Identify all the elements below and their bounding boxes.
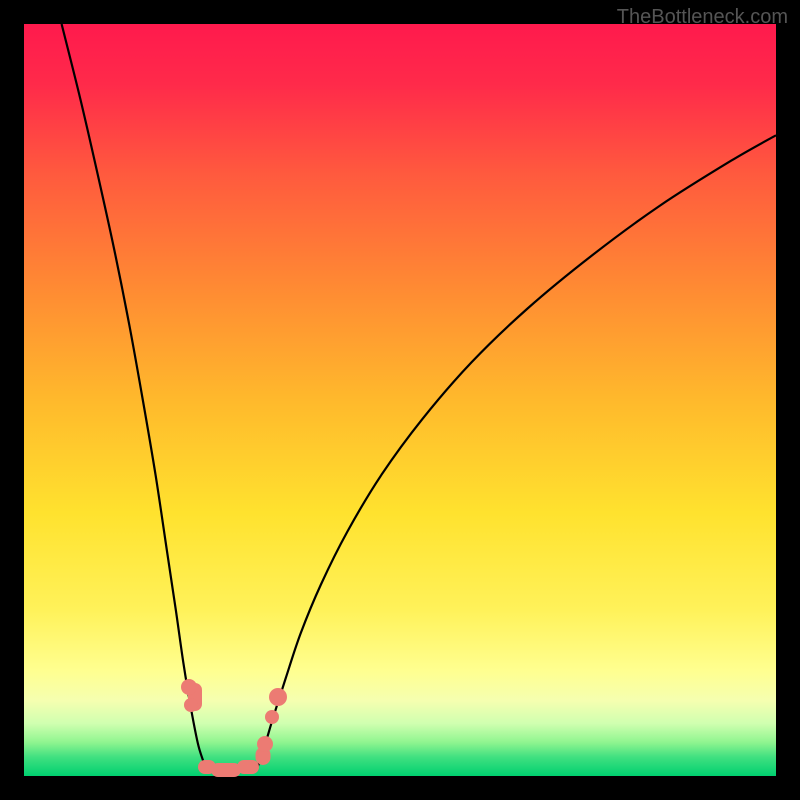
marker-capsule	[211, 763, 241, 777]
markers-layer	[24, 24, 776, 776]
marker-capsule	[237, 760, 259, 774]
chart-frame	[24, 24, 776, 776]
marker-dot	[257, 736, 273, 752]
marker-dot	[265, 710, 279, 724]
marker-dot	[269, 688, 287, 706]
marker-dot	[184, 698, 198, 712]
marker-dot	[181, 679, 197, 695]
watermark-text: TheBottleneck.com	[617, 6, 788, 29]
